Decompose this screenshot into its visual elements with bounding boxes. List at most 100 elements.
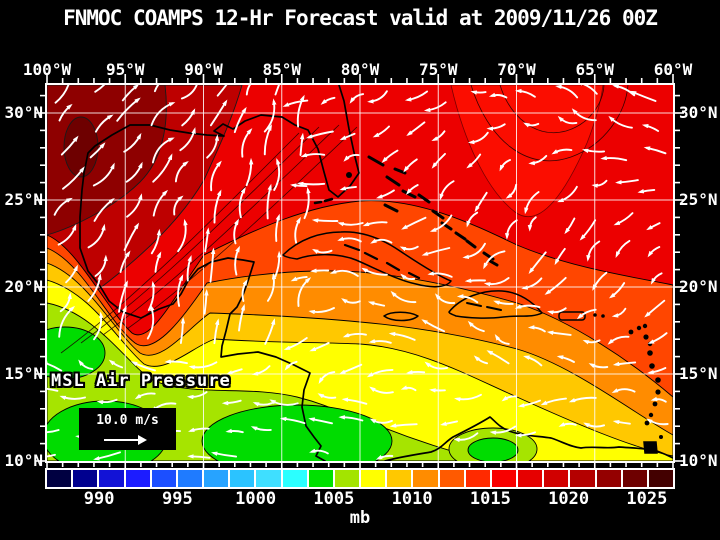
wind-arrow	[629, 90, 657, 102]
band-green-patch	[467, 437, 519, 461]
wind-arrow	[118, 280, 128, 313]
island-cuba	[282, 231, 452, 288]
wind-legend-speed-label: 10.0 m/s	[96, 413, 159, 428]
colorbar-cell	[282, 470, 307, 487]
wind-arrow	[467, 320, 485, 333]
wind-arrow	[93, 311, 104, 341]
lat-label: 15°N	[4, 364, 43, 383]
wind-arrow	[547, 307, 567, 315]
wind-arrow	[454, 393, 482, 402]
wind-arrow	[187, 454, 211, 459]
lat-label: 20°N	[679, 277, 718, 296]
wind-arrow	[290, 276, 308, 282]
wind-arrow	[206, 134, 220, 159]
colorbar-cell	[544, 470, 569, 487]
wind-arrow	[47, 361, 63, 372]
wind-arrow	[343, 153, 360, 162]
wind-arrow	[308, 417, 333, 425]
wind-arrow	[337, 236, 362, 243]
wind-arrow	[613, 212, 634, 226]
wind-arrow	[647, 246, 661, 258]
coastline-south-america	[384, 416, 673, 461]
wind-arrow	[209, 247, 216, 283]
wind-arrow	[274, 85, 280, 96]
wind-arrow	[401, 216, 427, 230]
wind-arrow	[366, 368, 394, 378]
wind-arrow	[225, 428, 244, 434]
wind-arrow	[312, 248, 333, 254]
small-islands	[313, 155, 663, 454]
wind-arrow	[241, 128, 253, 158]
colorbar-tick-label: 1010	[391, 489, 433, 509]
wind-arrow	[341, 397, 368, 405]
colorbar-cell	[151, 470, 176, 487]
lon-label: 60°W	[653, 60, 693, 79]
wind-arrow	[421, 319, 446, 333]
wind-arrow	[89, 142, 106, 159]
wind-arrow	[523, 355, 543, 367]
wind-arrow	[119, 250, 131, 273]
wind-arrow	[388, 331, 416, 341]
wind-arrow	[571, 108, 597, 122]
wind-arrow	[186, 255, 192, 282]
wind-arrow	[311, 218, 339, 223]
wind-arrow	[612, 419, 631, 425]
colorbar-cell	[439, 470, 464, 487]
wind-arrow	[65, 264, 78, 284]
wind-arrow	[564, 217, 576, 235]
wind-arrow	[210, 451, 238, 458]
colorbar-cell	[99, 470, 124, 487]
wind-arrow	[290, 183, 308, 188]
island-trinidad	[643, 441, 658, 454]
colorbar-cell	[648, 470, 674, 487]
wind-arrow	[524, 191, 540, 215]
wind-arrow	[337, 222, 364, 227]
colorbar-cell	[491, 470, 517, 487]
wind-arrow	[188, 427, 210, 432]
wind-arrow	[544, 276, 567, 295]
wind-arrow	[251, 365, 271, 376]
lat-label: 25°N	[679, 190, 718, 209]
wind-arrow	[483, 250, 506, 270]
wind-arrow	[339, 185, 357, 191]
colorbar-tick-label: 1025	[626, 489, 668, 509]
field-label: MSL Air Pressure	[51, 371, 231, 391]
wind-arrow	[612, 361, 637, 367]
wind-arrow	[611, 388, 636, 394]
wind-arrow	[263, 124, 272, 156]
wind-arrow	[296, 94, 305, 128]
wind-arrow	[126, 193, 143, 218]
wind-arrow	[551, 148, 573, 155]
wind-arrow	[59, 395, 86, 401]
wind-arrow	[300, 152, 326, 158]
colorbar-cell	[73, 470, 98, 487]
wind-arrow	[486, 350, 510, 365]
wind-arrow	[368, 338, 392, 344]
wind-arrow	[514, 304, 541, 309]
wind-arrow	[646, 418, 669, 426]
wind-arrow	[582, 339, 601, 345]
island-jamaica	[383, 311, 419, 322]
wind-arrow	[164, 359, 188, 365]
wind-arrow	[474, 191, 488, 213]
lat-lon-gridlines	[47, 85, 673, 461]
wind-arrow	[108, 359, 124, 369]
wind-arrow	[94, 85, 106, 93]
wind-arrow	[58, 103, 73, 122]
wind-arrow	[462, 242, 486, 260]
wind-arrow	[297, 277, 312, 307]
lon-label: 85°W	[262, 60, 302, 79]
wind-arrow	[400, 273, 416, 280]
colorbar-cell	[622, 470, 647, 487]
lon-label: 95°W	[105, 60, 145, 79]
colorbar-unit: mb	[349, 508, 371, 528]
wind-arrow	[173, 195, 184, 216]
wind-arrow	[87, 223, 106, 249]
wind-arrow	[221, 399, 242, 406]
colorbar-cell	[596, 470, 621, 487]
wind-arrow	[405, 184, 419, 195]
wind-arrow	[528, 154, 548, 166]
wind-arrow	[583, 422, 606, 428]
wind-arrow	[341, 298, 361, 304]
coastline-mainland	[79, 85, 360, 461]
